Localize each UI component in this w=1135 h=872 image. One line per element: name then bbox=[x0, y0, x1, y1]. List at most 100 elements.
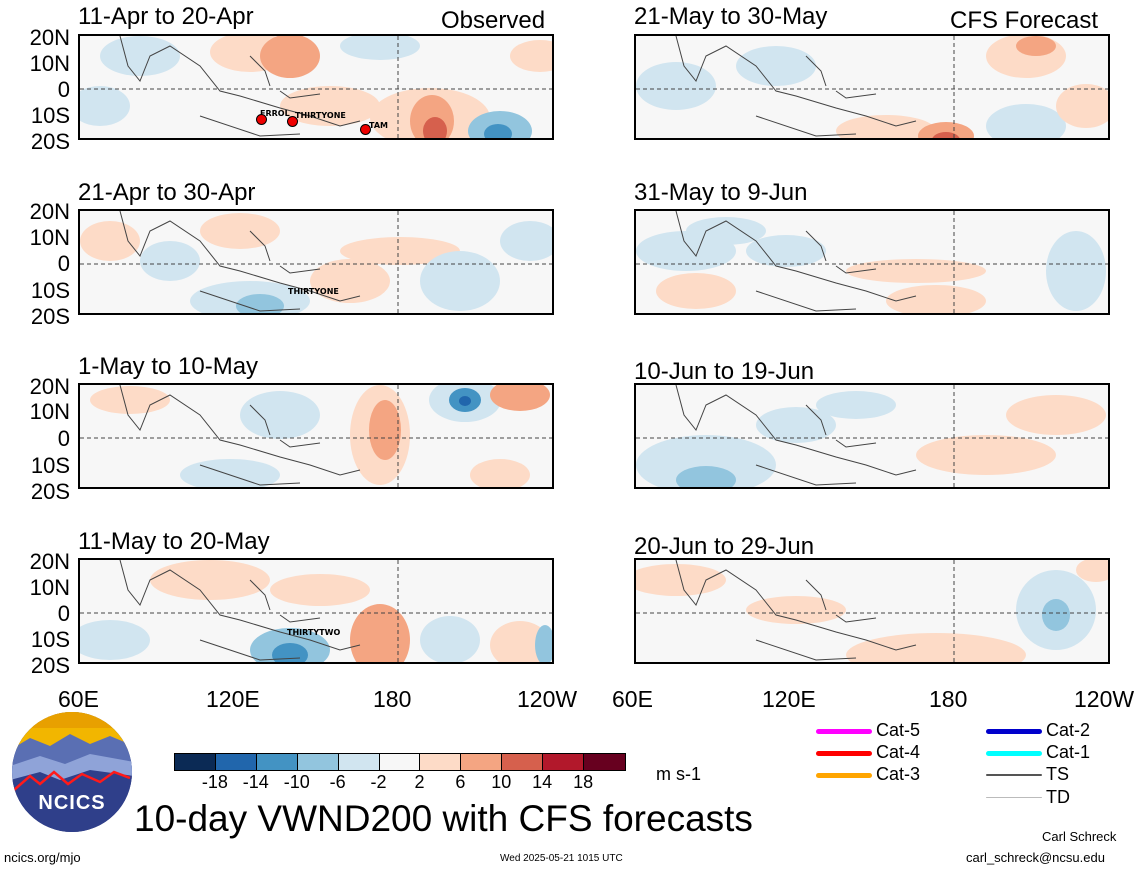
lat-label: 10S bbox=[30, 278, 70, 303]
lat-label: 10S bbox=[30, 453, 70, 478]
colorbar-swatch bbox=[215, 754, 257, 770]
map-panel bbox=[634, 209, 1110, 315]
lat-label: 20S bbox=[30, 129, 70, 154]
panel-title: 31-May to 9-Jun bbox=[634, 179, 808, 206]
storm-label: THIRTYTWO bbox=[287, 628, 341, 637]
footer-author: Carl Schreck bbox=[1042, 829, 1117, 844]
logo-text: NCICS bbox=[38, 792, 106, 814]
colorbar-tick-label: -2 bbox=[370, 772, 387, 792]
colorbar-swatch bbox=[297, 754, 339, 770]
lat-label: 20N bbox=[29, 374, 70, 399]
colorbar-tick-label: -6 bbox=[329, 772, 346, 792]
panel-title: 21-Apr to 30-Apr bbox=[78, 179, 256, 206]
panel-title: 11-May to 20-May bbox=[78, 528, 270, 555]
lon-label: 60E bbox=[612, 686, 653, 712]
colorbar-tick-label: 6 bbox=[455, 772, 466, 792]
lat-label: 10N bbox=[29, 225, 70, 250]
lat-label: 10S bbox=[30, 627, 70, 652]
legend-line-cat5 bbox=[816, 729, 872, 734]
legend-line-cat4 bbox=[816, 751, 872, 756]
lat-label: 10S bbox=[30, 103, 70, 128]
lat-label: 20N bbox=[29, 25, 70, 50]
hurricane-icon bbox=[360, 124, 371, 135]
panel-tag-observed: Observed bbox=[441, 7, 546, 34]
lon-label: 180 bbox=[929, 686, 968, 712]
lat-label: 0 bbox=[57, 251, 70, 276]
colorbar-swatch bbox=[175, 754, 216, 770]
legend-line-cat1 bbox=[986, 751, 1042, 756]
legend-line-ts bbox=[986, 774, 1042, 776]
colorbar-swatch bbox=[584, 754, 625, 770]
hurricane-icon bbox=[287, 116, 298, 127]
panel-title: 11-Apr to 20-Apr bbox=[78, 3, 254, 30]
colorbar-tick-label: 14 bbox=[532, 772, 553, 792]
colorbar-swatch bbox=[256, 754, 298, 770]
legend-label: Cat-5 bbox=[876, 720, 921, 740]
lon-label: 120W bbox=[517, 686, 578, 712]
lat-label: 0 bbox=[57, 426, 70, 451]
footer-timestamp: Wed 2025-05-21 1015 UTC bbox=[500, 853, 623, 864]
storm-label: THIRTYONE bbox=[295, 111, 346, 120]
lat-label: 0 bbox=[57, 77, 70, 102]
map-panel bbox=[634, 34, 1110, 140]
legend-label: TD bbox=[1046, 787, 1070, 807]
lat-label: 10N bbox=[29, 575, 70, 600]
panel-title: 20-Jun to 29-Jun bbox=[634, 533, 815, 560]
legend-label: Cat-2 bbox=[1046, 720, 1091, 740]
storm-label: ERROL bbox=[260, 109, 290, 118]
panel-title: 1-May to 10-May bbox=[78, 353, 259, 380]
panel-title: 10-Jun to 19-Jun bbox=[634, 358, 815, 385]
colorbar-tick-label: -18 bbox=[201, 772, 228, 792]
lat-label: 20S bbox=[30, 479, 70, 504]
lat-label: 20N bbox=[29, 549, 70, 574]
colorbar-tick-label: -14 bbox=[242, 772, 269, 792]
hurricane-icon bbox=[256, 114, 267, 125]
colorbar-tick-label: -10 bbox=[283, 772, 310, 792]
legend-label: Cat-4 bbox=[876, 742, 921, 762]
panel-tag-forecast: CFS Forecast bbox=[950, 7, 1099, 34]
legend-line-cat3 bbox=[816, 773, 872, 778]
map-panel: THIRTYTWO bbox=[78, 558, 554, 664]
lat-label: 20N bbox=[29, 199, 70, 224]
colorbar-swatch bbox=[461, 754, 503, 770]
colorbar bbox=[174, 753, 626, 771]
storm-label: THIRTYONE bbox=[288, 287, 339, 296]
legend-line-td bbox=[986, 797, 1042, 798]
lon-label: 120E bbox=[206, 686, 260, 712]
footer-email[interactable]: carl_schreck@ncsu.edu bbox=[966, 850, 1105, 865]
colorbar-units: m s-1 bbox=[656, 764, 701, 784]
colorbar-swatch bbox=[420, 754, 462, 770]
map-panel bbox=[634, 558, 1110, 664]
map-panel: ERROL THIRTYONE TAM bbox=[78, 34, 554, 140]
ncics-logo: NCICS bbox=[10, 710, 134, 834]
lat-label: 0 bbox=[57, 601, 70, 626]
legend-label: TS bbox=[1046, 764, 1070, 784]
storm-label: TAM bbox=[369, 121, 388, 130]
panel-title: 21-May to 30-May bbox=[634, 3, 828, 30]
storm-legend: Cat-5 Cat-4 Cat-3 Cat-2 Cat-1 TS TD bbox=[810, 718, 1130, 818]
map-panel bbox=[634, 383, 1110, 489]
lon-label: 180 bbox=[373, 686, 412, 712]
colorbar-ticks: -18 -14 -10 -6 -2 2 6 10 14 18 bbox=[174, 773, 626, 793]
lat-label: 20S bbox=[30, 304, 70, 329]
colorbar-tick-label: 10 bbox=[491, 772, 512, 792]
colorbar-swatch bbox=[543, 754, 585, 770]
footer-url[interactable]: ncics.org/mjo bbox=[4, 850, 81, 865]
legend-label: Cat-1 bbox=[1046, 742, 1091, 762]
main-title: 10-day VWND200 with CFS forecasts bbox=[134, 798, 753, 839]
lon-label: 60E bbox=[58, 686, 99, 712]
colorbar-swatch bbox=[379, 754, 421, 770]
legend-label: Cat-3 bbox=[876, 764, 921, 784]
lon-label: 120W bbox=[1074, 686, 1135, 712]
colorbar-swatch bbox=[502, 754, 544, 770]
legend-line-cat2 bbox=[986, 729, 1042, 734]
lat-label: 10N bbox=[29, 399, 70, 424]
map-panel bbox=[78, 383, 554, 489]
colorbar-swatch bbox=[338, 754, 380, 770]
colorbar-tick-label: 18 bbox=[573, 772, 594, 792]
map-panel: THIRTYONE bbox=[78, 209, 554, 315]
lat-label: 20S bbox=[30, 653, 70, 678]
colorbar-tick-label: 2 bbox=[414, 772, 425, 792]
lat-label: 10N bbox=[29, 51, 70, 76]
lon-label: 120E bbox=[762, 686, 816, 712]
